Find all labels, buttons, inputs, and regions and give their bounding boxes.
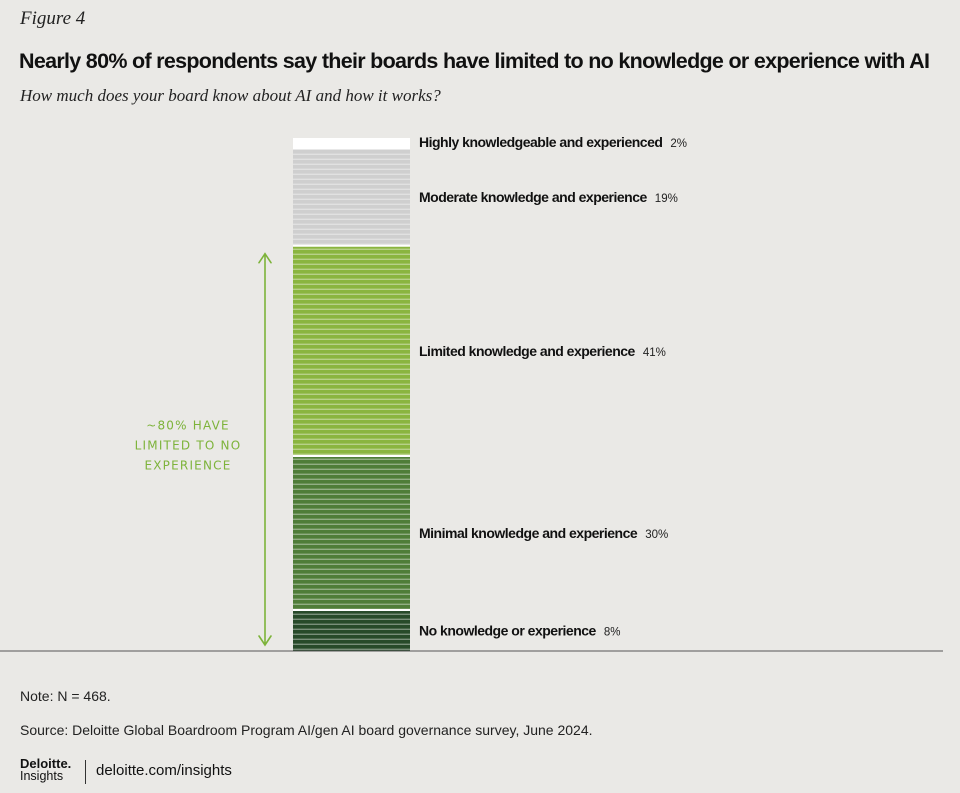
stacked-bar-chart: Highly knowledgeable and experienced 2% Mo… [0,134,943,652]
segment-label-1: Highly knowledgeable and experienced [419,134,662,150]
segment-value-4: 30% [645,529,668,541]
bar-segment-texture-5 [293,609,410,651]
note: Note: N = 468. [20,688,111,704]
annotation-line-3: EXPERIENCE [144,458,231,472]
logo-brand: Deloitte. [20,756,72,771]
segment-value-5: 8% [604,626,621,638]
logo-sub: Insights [20,769,64,783]
segment-label-5: No knowledge or experience [419,622,597,638]
footer-url[interactable]: deloitte.com/insights [96,762,232,779]
source-note: Source: Deloitte Global Boardroom Progra… [20,722,593,738]
segment-value-3: 41% [643,347,666,359]
deloitte-insights-logo: Deloitte. Insights [20,757,71,783]
annotation-arrow [258,252,272,647]
annotation-line-1: ~80% HAVE [146,418,230,432]
bar-segment-texture-4 [293,456,410,610]
bar-segment-texture-1 [293,138,410,149]
bar-segment-texture-3 [293,245,410,457]
chart-subtitle: How much does your board know about AI a… [20,86,441,105]
segment-label-4: Minimal knowledge and experience [419,525,638,541]
figure-label: Figure 4 [20,8,86,29]
annotation-line-2: LIMITED TO NO [135,438,242,452]
chart-title: Nearly 80% of respondents say their boar… [19,49,930,73]
footer-divider [85,760,86,784]
segment-value-1: 2% [670,138,687,150]
segment-label-3: Limited knowledge and experience [419,343,636,359]
segment-value-2: 19% [655,193,678,205]
segment-label-2: Moderate knowledge and experience [419,189,648,205]
bar-segment-texture-2 [293,148,410,246]
